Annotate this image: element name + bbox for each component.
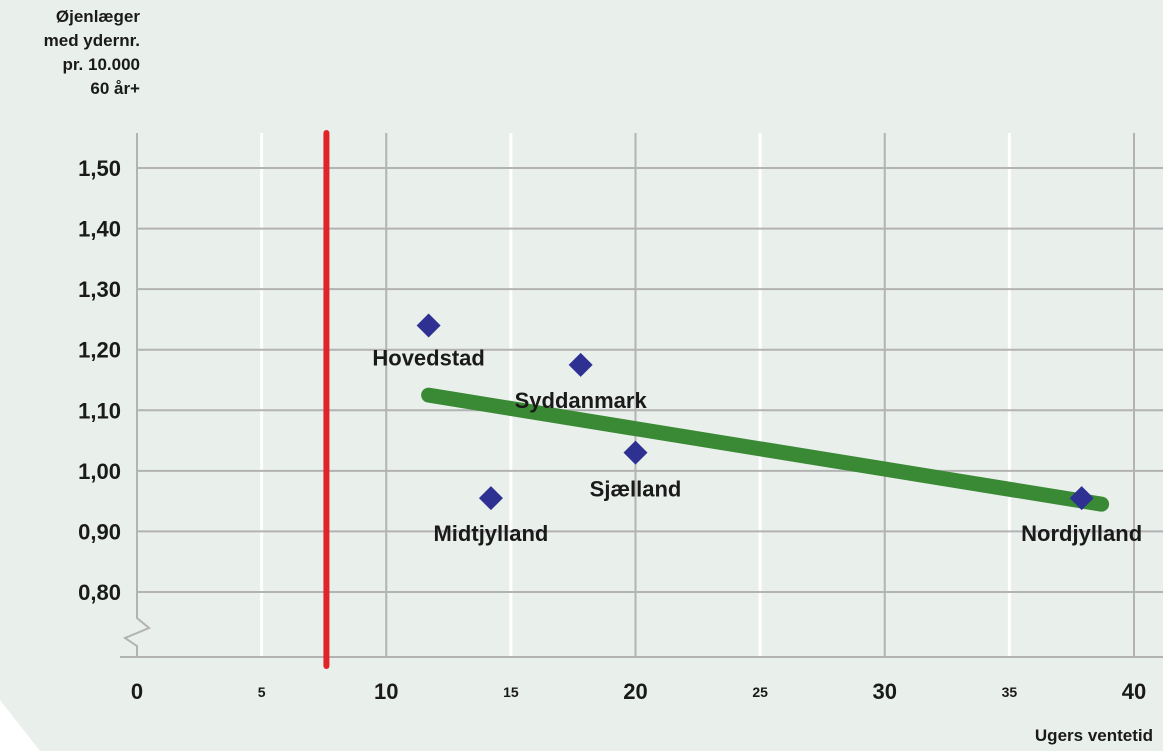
x-tick-label: 35 bbox=[1002, 684, 1018, 700]
data-point-midtjylland bbox=[478, 486, 503, 511]
x-tick-label: 15 bbox=[503, 684, 519, 700]
x-tick-label: 20 bbox=[623, 679, 647, 704]
point-label-nordjylland: Nordjylland bbox=[1021, 521, 1142, 546]
y-tick-label: 1,50 bbox=[78, 156, 121, 181]
y-tick-label: 1,30 bbox=[78, 277, 121, 302]
x-tick-label: 40 bbox=[1122, 679, 1146, 704]
y-axis-title-line: med ydernr. bbox=[44, 31, 140, 50]
point-label-midtjylland: Midtjylland bbox=[433, 521, 548, 546]
point-label-sjælland: Sjælland bbox=[590, 477, 682, 502]
y-axis-title-line: 60 år+ bbox=[90, 79, 140, 98]
data-point-sjælland bbox=[623, 440, 648, 465]
x-axis-title: Ugers ventetid bbox=[1035, 726, 1153, 745]
y-tick-label: 1,20 bbox=[78, 338, 121, 363]
data-point-syddanmark bbox=[568, 352, 593, 377]
y-axis-break bbox=[122, 133, 151, 657]
y-tick-label: 1,40 bbox=[78, 217, 121, 242]
data-point-nordjylland bbox=[1069, 486, 1094, 511]
x-tick-label: 30 bbox=[873, 679, 897, 704]
y-tick-label: 1,10 bbox=[78, 398, 121, 423]
y-axis-title-line: pr. 10.000 bbox=[62, 55, 140, 74]
y-axis-title-line: Øjenlæger bbox=[56, 7, 140, 26]
y-tick-label: 0,90 bbox=[78, 519, 121, 544]
x-tick-label: 0 bbox=[131, 679, 143, 704]
y-tick-label: 1,00 bbox=[78, 459, 121, 484]
y-tick-label: 0,80 bbox=[78, 580, 121, 605]
trend-line bbox=[421, 387, 1110, 512]
data-point-hovedstad bbox=[416, 313, 441, 338]
x-tick-label: 25 bbox=[752, 684, 768, 700]
point-label-hovedstad: Hovedstad bbox=[372, 345, 484, 370]
x-tick-label: 10 bbox=[374, 679, 398, 704]
x-tick-label: 5 bbox=[258, 684, 266, 700]
point-label-syddanmark: Syddanmark bbox=[515, 388, 648, 413]
